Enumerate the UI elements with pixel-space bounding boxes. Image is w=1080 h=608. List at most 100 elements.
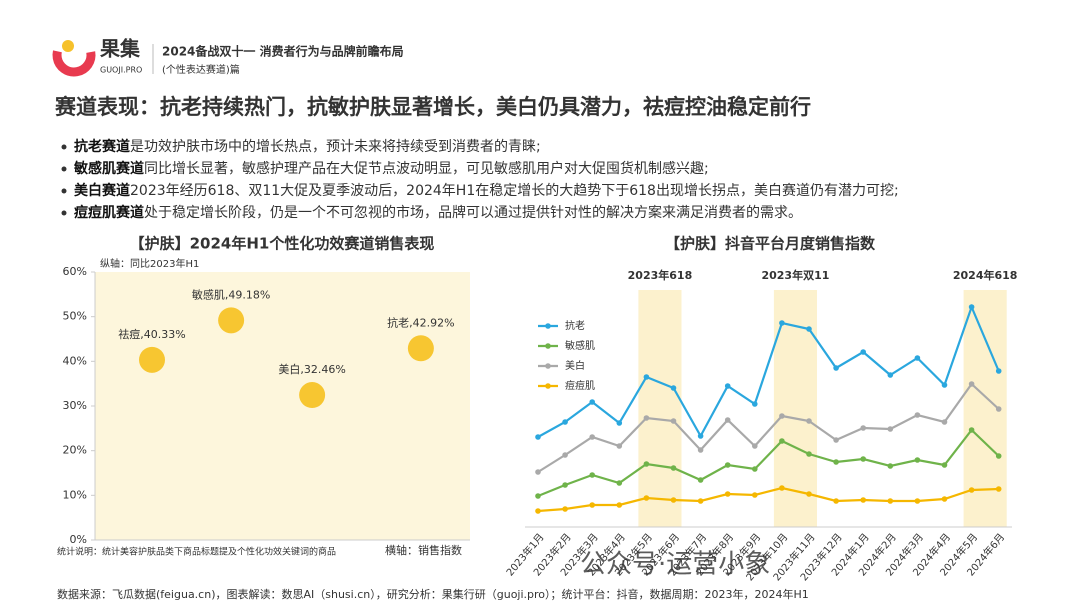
point	[779, 320, 785, 326]
point	[616, 443, 623, 449]
point	[670, 497, 677, 503]
point	[968, 304, 975, 310]
bubble	[218, 307, 245, 334]
point	[643, 461, 650, 467]
logo-dot	[62, 40, 74, 52]
report-subtitle: (个性表达赛道)篇	[162, 63, 240, 76]
point	[995, 368, 1002, 374]
point	[670, 418, 677, 424]
y-tick-label: 10%	[63, 488, 87, 501]
data-label: 敏感肌,49.18%	[192, 287, 270, 301]
brand: 果集	[100, 37, 141, 61]
series-line	[537, 382, 1000, 473]
legend-label: 痘痘肌	[565, 379, 595, 392]
bullet-dot	[61, 144, 67, 150]
point	[752, 466, 758, 472]
legend-dot	[545, 363, 551, 369]
bubble	[139, 346, 165, 373]
point	[887, 498, 894, 504]
point	[968, 427, 975, 433]
bullet-text: 是功效护肤市场中的增长热点，预计未来将持续受到消费者的青睐;	[130, 138, 541, 155]
point	[887, 372, 894, 378]
plot-bg	[95, 272, 470, 540]
point	[995, 406, 1002, 412]
note: 统计说明：统计美容护肤品类下商品标题提及个性化功效关键词的商品	[57, 546, 336, 558]
point	[806, 451, 812, 457]
point	[589, 502, 595, 508]
point	[616, 480, 623, 486]
watermark: 公众号·运营小象	[580, 550, 770, 580]
point	[833, 498, 839, 504]
legend-dot	[545, 383, 551, 389]
bullet: 抗老赛道是功效护肤市场中的增长热点，预计未来将持续受到消费者的青睐;	[74, 138, 541, 155]
point	[887, 426, 894, 432]
logo-arc	[52, 33, 96, 77]
series-line	[537, 303, 1000, 439]
y-tick-label: 50%	[63, 310, 87, 323]
point	[752, 443, 758, 449]
bullet-bold: 痘痘肌赛道	[74, 204, 144, 221]
point	[643, 495, 650, 501]
point	[779, 485, 785, 491]
chart-title: 【护肤】抖音平台月度销售指数	[665, 235, 876, 253]
point	[887, 463, 894, 469]
legend-label: 美白	[565, 359, 585, 372]
highlight-label: 2024年618	[953, 268, 1018, 282]
footer: 数据来源：飞瓜数据(feigua.cn)，图表解读：数思AI（shusi.cn）…	[57, 587, 809, 601]
point	[697, 477, 704, 483]
legend-label: 敏感肌	[565, 339, 595, 352]
point	[697, 447, 704, 453]
point	[914, 412, 921, 418]
legend-dot	[545, 323, 551, 329]
highlight-label: 2023年618	[628, 268, 693, 282]
point	[779, 438, 785, 444]
point	[941, 382, 948, 388]
point	[535, 508, 541, 514]
bullet-bold: 抗老赛道	[74, 138, 130, 155]
y-tick-label: 30%	[63, 399, 87, 412]
point	[616, 420, 623, 426]
y-tick-label: 0%	[70, 533, 87, 546]
point	[806, 491, 812, 497]
y-tick-label: 40%	[63, 354, 87, 367]
point	[697, 433, 704, 439]
point	[968, 381, 975, 387]
point	[724, 383, 731, 389]
legend-dot	[545, 343, 551, 349]
bubble	[299, 382, 326, 409]
data-label: 美白,32.46%	[278, 362, 345, 376]
point	[914, 498, 921, 504]
point	[535, 469, 541, 475]
point	[779, 413, 785, 419]
point	[724, 462, 731, 468]
point	[914, 355, 921, 361]
point	[968, 487, 975, 493]
series-line	[537, 428, 1000, 498]
point	[941, 462, 948, 468]
brand-sub: GUOJI.PRO	[100, 66, 142, 75]
point	[562, 482, 568, 488]
bullet: 敏感肌赛道同比增长显著，敏感护理产品在大促节点波动明显，可见敏感肌用户对大促囤货…	[73, 160, 709, 177]
point	[995, 486, 1002, 492]
bullet-dot	[61, 188, 67, 194]
point	[860, 456, 866, 462]
heading: 赛道表现：抗老持续热门，抗敏护肤显著增长，美白仍具潜力，祛痘控油稳定前行	[54, 95, 811, 119]
chart-title: 【护肤】2024年H1个性化功效赛道销售表现	[130, 235, 435, 253]
point	[752, 492, 758, 498]
y-tick-label: 20%	[63, 444, 87, 457]
point	[670, 465, 677, 471]
point	[535, 434, 541, 440]
point	[616, 502, 623, 508]
point	[833, 365, 839, 371]
point	[752, 401, 758, 407]
point	[724, 417, 731, 423]
point	[589, 472, 595, 478]
point	[724, 491, 731, 497]
bullet-dot	[61, 210, 67, 216]
bullet-text: 2023年经历618、双11大促及夏季波动后，2024年H1在稳定增长的大趋势下…	[130, 183, 899, 199]
point	[860, 497, 866, 503]
point	[806, 418, 812, 424]
highlight-label: 2023年双11	[761, 268, 829, 282]
